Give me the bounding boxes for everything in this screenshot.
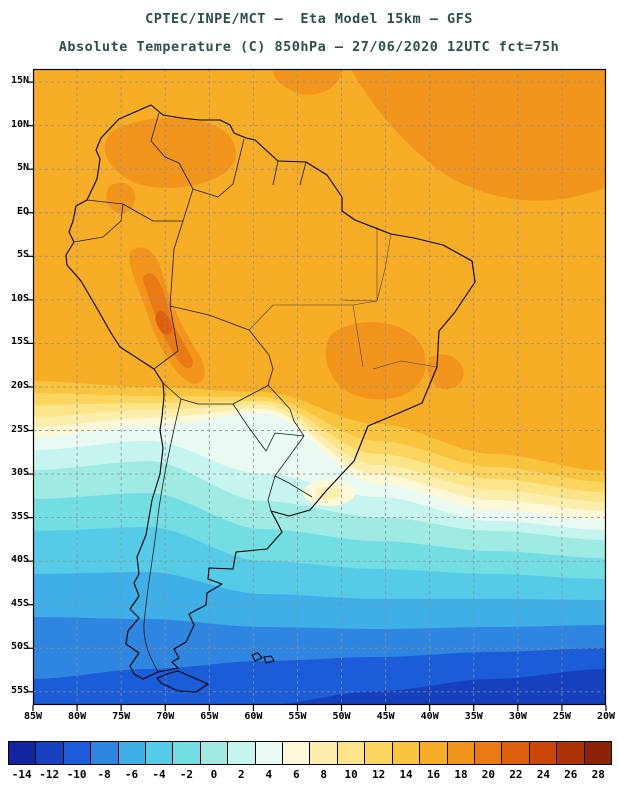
lat-tick-label: 10S	[10, 292, 29, 304]
colorbar-labels: -14 -12 -10 -8 -6 -4 -2 0 2 4 6 8 10 12 14 16 18 20 22 24 26…	[8, 768, 612, 781]
lat-tick-label: 15S	[10, 336, 29, 348]
lat-tick-label: 5S	[16, 249, 29, 261]
colorbar-cell	[172, 742, 200, 764]
colorbar	[8, 741, 612, 765]
colorbar-label: 2	[238, 768, 245, 781]
temp-patch-top-center	[273, 69, 343, 95]
colorbar-label: 10	[344, 768, 358, 781]
map-frame	[32, 68, 607, 706]
lat-tick-label: 50S	[10, 641, 29, 653]
colorbar-label: 18	[454, 768, 468, 781]
colorbar-cell	[473, 742, 502, 764]
lat-tick-label: 20S	[10, 379, 29, 391]
lat-tick-label: 15N	[10, 75, 29, 87]
tierra-del-fuego-coastline	[156, 670, 209, 693]
colorbar-cell	[145, 742, 173, 764]
colorbar-label: -6	[124, 768, 139, 781]
lat-tick-label: 55S	[10, 684, 29, 696]
lat-tick-label: 45S	[10, 597, 29, 609]
lon-tick-label: 40W	[420, 711, 439, 722]
colorbar-cell	[391, 742, 420, 764]
map-canvas	[27, 68, 607, 711]
country-borders	[73, 112, 313, 673]
colorbar-label: 16	[426, 768, 441, 781]
lat-tick-label: EQ	[16, 205, 29, 217]
colorbar-label: -12	[39, 768, 60, 781]
lon-tick-label: 55W	[288, 711, 307, 722]
lat-tick-label: 35S	[10, 510, 29, 522]
lon-tick-label: 80W	[68, 711, 87, 722]
colorbar-cell	[199, 742, 228, 764]
colorbar-cell	[364, 742, 392, 764]
geography	[65, 104, 476, 693]
brazil-state-borders	[248, 227, 438, 370]
colorbar-label: 4	[265, 768, 273, 781]
colorbar-label: 0	[210, 768, 218, 781]
colorbar-label: 28	[591, 768, 605, 781]
lon-tick-label: 75W	[112, 711, 131, 722]
colorbar-cell	[62, 742, 91, 764]
temp-patch-venezuela	[104, 117, 236, 189]
temp-band-m12	[263, 669, 606, 705]
map-titles: CPTEC/INPE/MCT – Eta Model 15km – GFS Ab…	[0, 5, 618, 61]
temp-patch-ne-atlantic	[351, 69, 606, 201]
temp-patch-central-brazil	[325, 322, 426, 400]
lon-tick-label: 60W	[244, 711, 263, 722]
lon-tick-label: 35W	[464, 711, 483, 722]
lat-tick-label: 40S	[10, 554, 29, 566]
colorbar-cell	[419, 742, 447, 764]
temp-patch-east-brazil	[427, 354, 464, 390]
colorbar-label: 8	[320, 768, 328, 781]
lon-tick-label: 30W	[508, 711, 527, 722]
lat-tick-label: 10N	[10, 118, 29, 130]
falkland-islands	[251, 652, 275, 664]
temp-patch-colombia	[106, 182, 136, 213]
colorbar-cell	[309, 742, 337, 764]
colorbar-label: 24	[536, 768, 550, 781]
lat-tick-label: 5N	[16, 162, 29, 174]
colorbar-label: 20	[481, 768, 496, 781]
lon-tick-label: 65W	[200, 711, 219, 722]
colorbar-cell	[9, 742, 36, 764]
colorbar-label: -8	[97, 768, 111, 781]
colorbar-cell	[227, 742, 255, 764]
temp-pocket-uruguay-core	[316, 487, 342, 499]
temp-patch-andes-hotspot	[155, 310, 173, 336]
lon-tick-label: 45W	[376, 711, 395, 722]
colorbar-label: -2	[179, 768, 194, 781]
colorbar-label: 6	[292, 768, 300, 781]
lat-tick-label: 30S	[10, 467, 29, 479]
colorbar-cell	[501, 742, 529, 764]
lon-tick-label: 70W	[156, 711, 175, 722]
colorbar-cell	[282, 742, 310, 764]
colorbar-label: -10	[66, 768, 87, 781]
colorbar-cell	[556, 742, 584, 764]
lat-tick-label: 25S	[10, 423, 29, 435]
axis-ticks	[27, 81, 607, 711]
title-line-1: CPTEC/INPE/MCT – Eta Model 15km – GFS	[145, 11, 473, 27]
colorbar-label: 22	[509, 768, 523, 781]
lon-tick-label: 50W	[332, 711, 351, 722]
temperature-field	[33, 69, 606, 705]
colorbar-label: -4	[152, 768, 166, 781]
colorbar-label: 26	[564, 768, 578, 781]
colorbar-cell	[336, 742, 365, 764]
lon-tick-label: 85W	[23, 711, 43, 722]
colorbar-label: 12	[371, 768, 386, 781]
colorbar-label: 14	[399, 768, 413, 781]
colorbar-cell	[254, 742, 283, 764]
colorbar-cell	[528, 742, 557, 764]
colorbar-label: -14	[11, 768, 32, 781]
lon-tick-label: 20W	[596, 711, 616, 722]
graticule	[33, 69, 606, 705]
colorbar-cell	[35, 742, 63, 764]
colorbar-cell	[583, 742, 611, 764]
colorbar-cell	[446, 742, 474, 764]
colorbar-cell	[90, 742, 118, 764]
south-america-coastline	[65, 104, 476, 680]
lon-tick-label: 25W	[552, 711, 571, 722]
colorbar-cell	[117, 742, 146, 764]
title-line-2: Absolute Temperature (C) 850hPa – 27/06/…	[58, 39, 560, 55]
